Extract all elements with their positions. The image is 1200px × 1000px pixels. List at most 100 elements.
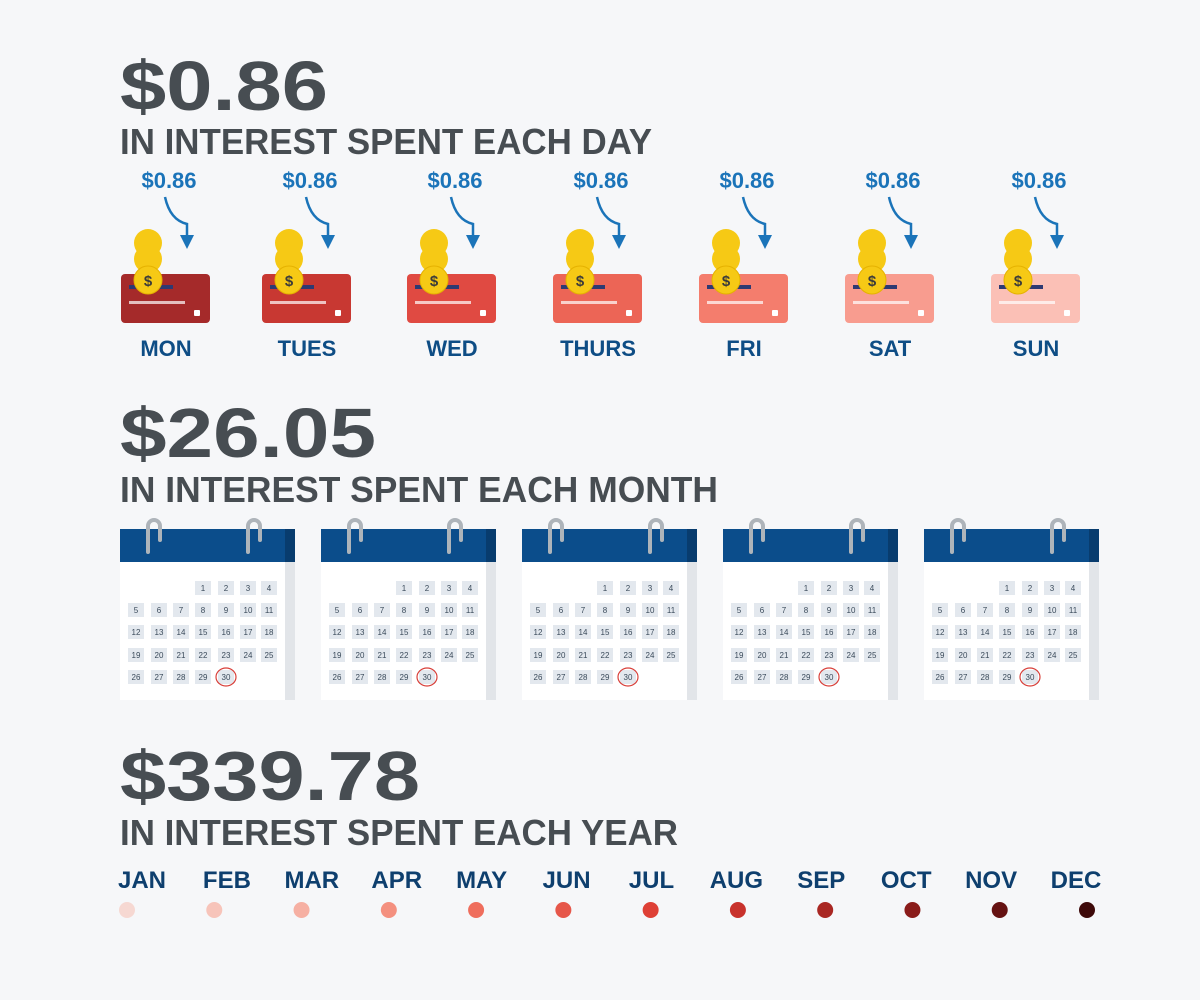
day-cell [240,603,256,617]
month-label: AUG [710,867,763,894]
coin [566,245,594,273]
arrow-head [904,235,918,249]
calendar-day: 19 [936,651,945,660]
calendar-day: 21 [981,651,990,660]
day-cell [151,603,167,617]
day-cell [597,648,613,662]
calendar-day: 28 [780,673,789,682]
day-cell [396,670,412,684]
card-number [561,301,617,304]
day-cell [173,625,189,639]
month-label: FEB [203,867,251,894]
month-dot [293,902,310,918]
day-cell [530,603,546,617]
calendar-day: 6 [760,606,765,615]
calendar-day: 8 [201,606,206,615]
month-dot [555,902,572,918]
day-cell [329,625,345,639]
day-cell [754,648,770,662]
calendar-ring [950,518,966,554]
day-amount: $0.86 [427,168,482,193]
day-cell [553,625,569,639]
calendar-shadow [888,562,898,700]
month-label: NOV [965,867,1017,894]
arrow [741,196,767,236]
coin [274,265,304,295]
calendar-day: 5 [938,606,943,615]
calendar-shadow [486,562,496,700]
day-amount: $0.86 [141,168,196,193]
calendar-day: 28 [177,673,186,682]
calendar-day: 18 [868,628,877,637]
day-cell [731,625,747,639]
arrow-head [321,235,335,249]
calendar-day: 18 [1069,628,1078,637]
calendar-day: 24 [244,651,253,660]
day-cell [419,625,435,639]
calendar-day: 7 [581,606,586,615]
day-amount: $0.86 [573,168,628,193]
day-cell [530,625,546,639]
calendar-header-shadow [1089,529,1099,562]
calendar-day: 3 [1050,584,1055,593]
calendar-day: 12 [333,628,342,637]
day-cell [261,625,277,639]
day-cell [441,603,457,617]
day-cell [128,670,144,684]
calendar-day: 8 [804,606,809,615]
calendar-day: 2 [425,584,430,593]
arrow-head [180,235,194,249]
calendar-day: 5 [737,606,742,615]
day-cell [128,648,144,662]
day-cell [955,603,971,617]
month-label: JUL [629,867,674,894]
calendar-day: 14 [177,628,186,637]
calendar-day: 17 [847,628,856,637]
day-label: SAT [869,336,912,361]
calendar-day: 3 [447,584,452,593]
calendar-day: 5 [335,606,340,615]
calendar-day: 3 [849,584,854,593]
calendar-day: 27 [356,673,365,682]
calendar-day: 23 [825,651,834,660]
calendar-day: 22 [1003,651,1012,660]
day-cell [642,625,658,639]
day-cell [731,603,747,617]
day-cell [195,670,211,684]
day-cell [173,603,189,617]
day-cell [798,603,814,617]
arrow-head [466,235,480,249]
calendar-ring [749,518,765,554]
month-dot [119,902,135,918]
day-cell [932,603,948,617]
calendar-day: 16 [423,628,432,637]
calendar-day: 24 [646,651,655,660]
calendar-header-shadow [486,529,496,562]
day-cell [932,625,948,639]
day-label: FRI [726,336,761,361]
coin-symbol: $ [285,273,294,290]
calendar-day: 25 [868,651,877,660]
day-cell [128,625,144,639]
day-circle [1019,667,1041,687]
calendar-day: 24 [847,651,856,660]
day-amount: $0.86 [1011,168,1066,193]
calendar-day: 28 [579,673,588,682]
day-cell [663,581,679,595]
calendar-day: 28 [981,673,990,682]
day-cell [663,648,679,662]
calendar-day: 18 [667,628,676,637]
calendar-day: 30 [825,673,834,682]
calendar-day: 15 [400,628,409,637]
calendar-day: 14 [378,628,387,637]
arrow-head [1050,235,1064,249]
calendar-day: 11 [667,606,676,615]
day-label: TUES [278,336,337,361]
calendar-day: 4 [1071,584,1076,593]
coin [857,265,887,295]
year-caption: IN INTEREST SPENT EACH YEAR [120,812,678,853]
month-dot [904,902,921,918]
month-dot [206,902,223,918]
calendar-header-shadow [687,529,697,562]
